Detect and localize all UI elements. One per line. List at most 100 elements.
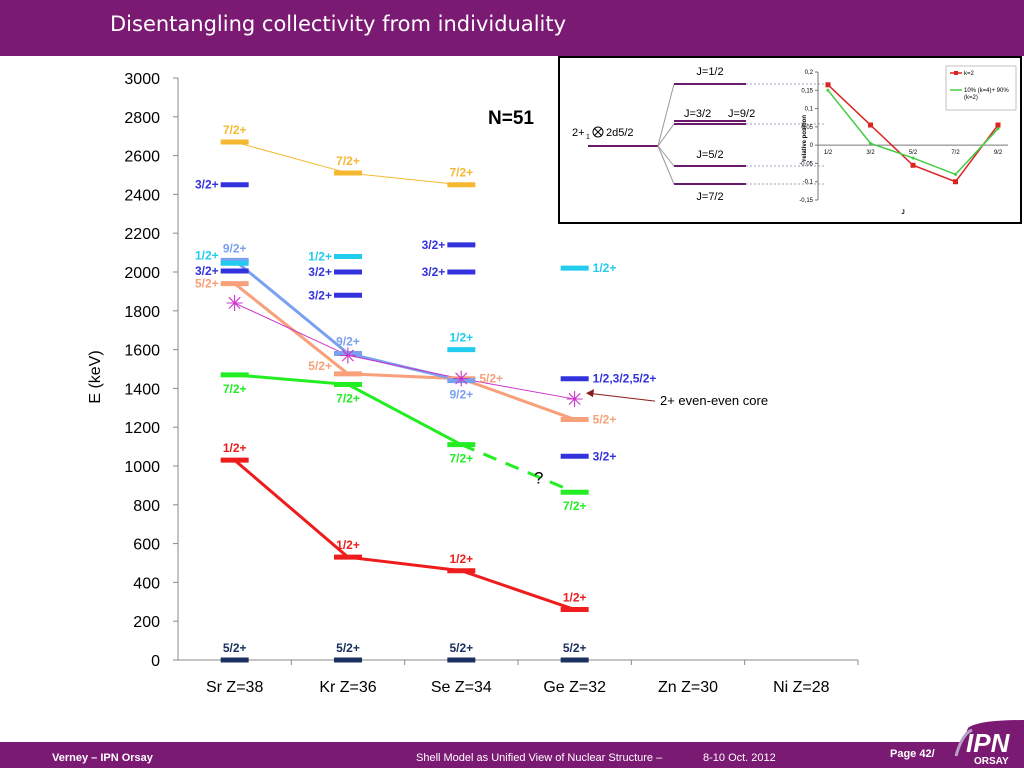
level-label: 5/2+	[223, 641, 247, 655]
level-label: 3/2+	[308, 288, 332, 302]
legend-label-line: 10% (k=4)+ 90%	[964, 88, 1009, 94]
header-bar: Disentangling collectivity from individu…	[0, 0, 1024, 56]
chart-title: N=51	[488, 108, 534, 129]
inset-y-tick-label: 0	[810, 143, 814, 149]
inset-x-tick-label: 1/2	[824, 150, 833, 156]
y-tick-label: 600	[133, 537, 160, 554]
level-label-j: J=3/2	[684, 108, 711, 120]
fan-line	[657, 145, 675, 185]
fan-line	[657, 83, 675, 147]
fan-line	[657, 145, 675, 167]
page-title: Disentangling collectivity from individu…	[110, 12, 567, 36]
level-label: 1/2+	[593, 261, 617, 275]
footer-bar: Verney – IPN Orsay Shell Model as Unifie…	[0, 742, 1024, 768]
x-tick-label: Sr Z=38	[206, 679, 263, 696]
logo-text: IPN	[966, 728, 1010, 758]
y-tick-label: 1000	[124, 459, 160, 476]
level-label: 3/2+	[593, 449, 617, 463]
level-label: 7/2+	[563, 499, 587, 513]
inset-y-tick-label: -0,1	[803, 180, 814, 186]
level-label: 5/2+	[449, 641, 473, 655]
footer-date: 8-10 Oct. 2012	[703, 752, 776, 764]
level-label: 5/2+	[563, 641, 587, 655]
coupling-right-label: 2d5/2	[606, 127, 634, 139]
level-label-j: J=1/2	[696, 66, 723, 78]
question-mark: ?	[534, 468, 543, 487]
level-label: 7/2+	[449, 166, 473, 180]
logo-shape	[952, 720, 1024, 768]
core-marker: ✳	[339, 344, 357, 369]
y-tick-label: 200	[133, 614, 160, 631]
level-label: 7/2+	[449, 452, 473, 466]
fan-line	[657, 123, 675, 147]
level-label: 3/2+	[422, 238, 446, 252]
level-label: 1/2+	[563, 591, 587, 605]
core-marker: ✳	[225, 292, 243, 317]
y-tick-label: 0	[151, 653, 160, 670]
footer-conference: Shell Model as Unified View of Nuclear S…	[416, 752, 663, 764]
legend-label: k=2	[964, 71, 975, 77]
y-tick-label: 2600	[124, 149, 160, 166]
legend-label: 10% (k=4)+ 90% (k=2)	[964, 88, 1009, 101]
core-marker: ✳	[565, 388, 583, 413]
series-line-magenta	[234, 302, 575, 400]
inset-series-point	[910, 162, 916, 168]
level-label: 7/2+	[223, 123, 247, 137]
x-tick-label: Zn Z=30	[658, 679, 718, 696]
level-label: 3/2+	[195, 264, 219, 278]
inset-y-axis-label: relative position	[802, 115, 808, 161]
y-axis-label: E (keV)	[87, 350, 104, 403]
level-label: 1/2+	[336, 538, 360, 552]
level-label: 3/2+	[422, 265, 446, 279]
level-label: 9/2+	[336, 334, 360, 348]
inset-x-tick-label: 5/2	[909, 150, 918, 156]
ipn-orsay-logo: IPN ORSAY	[938, 716, 1024, 768]
level-label: 5/2+	[308, 359, 332, 373]
level-label: 7/2+	[223, 382, 247, 396]
inset-series-point	[868, 122, 873, 128]
level-label: 5/2+	[593, 412, 617, 426]
y-tick-label: 1800	[124, 304, 160, 321]
inset-series-point	[954, 172, 957, 176]
inset-series-point	[996, 127, 1000, 131]
coupling-inset-chart: 2+ 1 2d5/2J=1/2J=3/2 J=9/2J=5/2J=7/20,20,15…	[572, 65, 1017, 216]
level-label-j: J=5/2	[696, 149, 723, 161]
x-tick-label: Ge Z=32	[543, 679, 606, 696]
inset-x-axis-label: J	[901, 210, 904, 216]
level-label: 1/2+	[195, 248, 219, 262]
level-label: 9/2+	[223, 241, 247, 255]
level-label: 1/2+	[449, 552, 473, 566]
y-tick-label: 400	[133, 575, 160, 592]
footer-author: Verney – IPN Orsay	[52, 752, 153, 764]
level-label: 1/2,3/2,5/2+	[593, 372, 657, 386]
level-label: 1/2+	[308, 249, 332, 263]
y-tick-label: 3000	[124, 71, 160, 88]
level-label: 1/2+	[223, 441, 247, 455]
annotation-arrow-line	[587, 392, 656, 402]
x-tick-label: Se Z=34	[431, 679, 492, 696]
level-label: 7/2+	[336, 154, 360, 168]
y-tick-label: 2200	[124, 226, 160, 243]
inset-y-tick-label: -0,15	[799, 198, 813, 204]
inset-series-point	[826, 88, 830, 92]
y-tick-label: 2400	[124, 187, 160, 204]
inset-x-tick-label: 7/2	[951, 150, 960, 156]
otimes-icon-stroke	[594, 128, 602, 136]
level-label: 1/2+	[449, 331, 473, 345]
y-tick-label: 2000	[124, 265, 160, 282]
inset-y-tick-label: 0,1	[805, 107, 814, 113]
inset-series-point	[825, 82, 831, 88]
series-line-green-dashed	[460, 443, 576, 494]
inset-series-point	[995, 122, 1001, 128]
coupling-left-sub: 1	[586, 134, 590, 141]
legend-label-line: (k=2)	[964, 95, 978, 101]
inset-y-tick-label: 0,2	[805, 70, 814, 76]
inset-series-point	[911, 156, 915, 160]
otimes-icon	[592, 126, 604, 138]
level-label: 3/2+	[308, 265, 332, 279]
legend-marker	[954, 71, 958, 75]
inset-series-point	[869, 141, 872, 145]
footer-page-number: Page 42/	[890, 748, 935, 760]
level-label-j: J=7/2	[696, 191, 723, 203]
